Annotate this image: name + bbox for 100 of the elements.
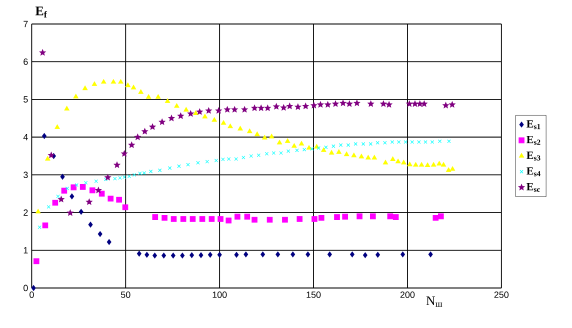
point xyxy=(327,252,332,258)
point xyxy=(302,148,306,152)
point xyxy=(312,216,318,222)
point xyxy=(231,106,238,112)
point xyxy=(234,157,238,161)
y-tick-label: 0 xyxy=(24,284,28,292)
point xyxy=(447,139,451,144)
point xyxy=(351,152,356,158)
point xyxy=(180,252,185,258)
point xyxy=(406,100,412,107)
point xyxy=(136,250,142,257)
point xyxy=(346,143,350,147)
point xyxy=(104,174,111,180)
point xyxy=(251,104,258,111)
point xyxy=(436,161,442,166)
point xyxy=(286,102,293,109)
point xyxy=(34,258,40,264)
point xyxy=(31,285,36,291)
point xyxy=(196,160,200,165)
y-axis-title: E$_{f}$ xyxy=(35,6,48,18)
point xyxy=(442,102,449,108)
point xyxy=(306,252,310,258)
point xyxy=(428,252,433,258)
point xyxy=(296,216,303,222)
point xyxy=(122,204,128,210)
point xyxy=(36,208,41,214)
point xyxy=(438,213,444,220)
point xyxy=(276,252,280,258)
point xyxy=(321,147,326,152)
point xyxy=(196,108,203,115)
point xyxy=(332,100,339,107)
point xyxy=(208,252,212,258)
point xyxy=(425,162,430,168)
point xyxy=(174,103,180,108)
point xyxy=(214,158,218,162)
point xyxy=(336,149,342,154)
point xyxy=(198,252,204,258)
point xyxy=(148,170,153,174)
point xyxy=(215,107,222,114)
point xyxy=(432,214,439,221)
point xyxy=(142,171,146,175)
point xyxy=(285,138,290,143)
point xyxy=(366,154,371,160)
point xyxy=(64,106,70,110)
point xyxy=(368,100,374,107)
point xyxy=(354,100,360,106)
point xyxy=(396,158,401,164)
point xyxy=(269,134,274,138)
point xyxy=(170,252,176,258)
point xyxy=(74,183,78,187)
point xyxy=(218,216,224,222)
point xyxy=(317,101,324,108)
y-tick-label: 4 xyxy=(23,134,28,140)
point xyxy=(186,162,190,167)
point xyxy=(188,110,194,116)
point xyxy=(295,148,299,152)
point xyxy=(190,216,196,222)
point xyxy=(98,231,102,237)
point xyxy=(421,100,428,107)
point xyxy=(238,126,243,130)
point xyxy=(162,252,166,258)
point xyxy=(242,156,246,160)
point xyxy=(244,252,248,258)
point xyxy=(158,118,166,125)
point xyxy=(382,160,388,164)
point xyxy=(310,146,314,151)
point xyxy=(95,187,102,194)
point xyxy=(56,194,60,198)
y-tick-label: 3 xyxy=(24,172,28,178)
x-tick-label: 150 xyxy=(306,292,321,298)
y-tick-label: 6 xyxy=(24,58,28,65)
point xyxy=(410,140,414,144)
point xyxy=(244,214,250,220)
y-tick-label: 7 xyxy=(24,20,28,28)
point xyxy=(89,187,96,194)
point xyxy=(45,156,50,161)
point xyxy=(226,218,232,224)
point xyxy=(80,184,86,190)
point xyxy=(396,140,401,144)
legend-label: E$_{sc}$ xyxy=(526,183,540,192)
point xyxy=(306,145,312,150)
point xyxy=(42,133,47,139)
legend-label: E$_{s3}$ xyxy=(526,152,540,161)
point xyxy=(168,166,172,170)
x-tick-label: 200 xyxy=(400,292,415,298)
point xyxy=(390,156,396,161)
point xyxy=(152,252,158,258)
point xyxy=(294,104,302,110)
y-tick-label: 5 xyxy=(24,96,28,103)
point xyxy=(256,153,261,158)
point xyxy=(258,104,264,111)
point xyxy=(407,162,412,166)
point xyxy=(372,154,377,160)
point xyxy=(247,128,252,134)
point xyxy=(324,145,328,150)
point xyxy=(202,114,208,118)
x-tick-label: 0 xyxy=(30,292,34,298)
point xyxy=(290,252,296,258)
point xyxy=(199,216,206,222)
point xyxy=(298,141,304,146)
